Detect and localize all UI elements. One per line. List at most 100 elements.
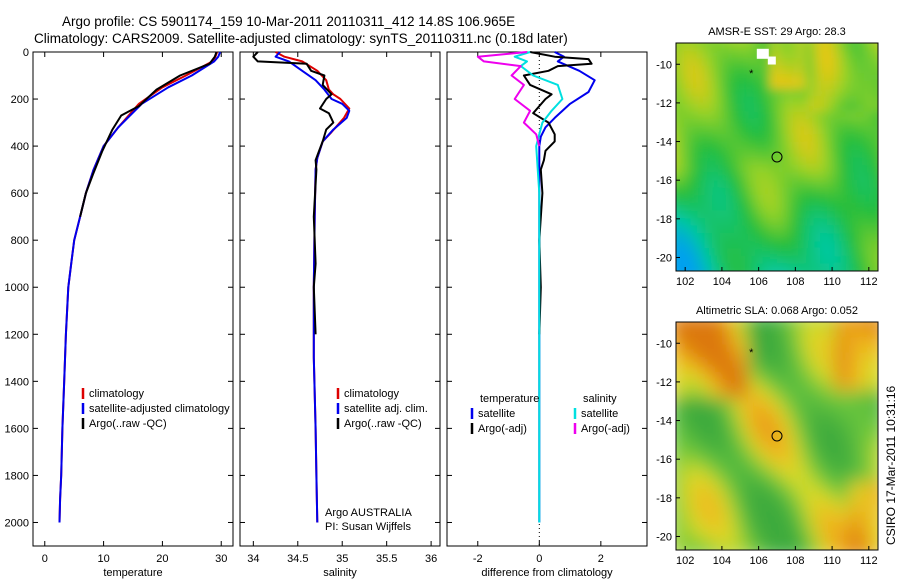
map-cell [798, 225, 807, 234]
map-cell [683, 65, 692, 75]
map-cell [791, 88, 800, 98]
map-cell [784, 534, 793, 544]
map-cell [734, 271, 742, 280]
map-cell [849, 405, 858, 415]
map-cell [863, 451, 872, 460]
map-cell [784, 88, 793, 98]
map-cell [740, 534, 750, 544]
map-cell [719, 436, 728, 445]
map-cell [740, 43, 750, 52]
map-cell [805, 382, 815, 392]
map-cell [863, 527, 872, 536]
map-cell [712, 73, 721, 82]
map-cell [777, 550, 785, 559]
map-cell [769, 420, 778, 430]
map-cell [762, 263, 771, 271]
map-cell [798, 420, 807, 430]
map-cell [683, 50, 692, 60]
map-cell [726, 360, 735, 369]
map-cell [762, 255, 771, 265]
map-cell [762, 217, 771, 227]
map-cell [704, 382, 714, 392]
map-cell [798, 344, 807, 354]
map-cell [798, 382, 807, 392]
map-cell [856, 390, 865, 399]
map-cell [777, 233, 786, 242]
map-cell [849, 179, 858, 189]
map-cell [740, 436, 750, 445]
map-cell [849, 375, 858, 384]
map-cell [697, 367, 706, 377]
map-cell [841, 405, 851, 415]
map-cell [834, 134, 843, 143]
map-cell [697, 73, 706, 82]
map-cell [676, 443, 685, 453]
map-cell [719, 466, 728, 475]
map-cell [777, 217, 786, 227]
map-cell [676, 255, 685, 265]
map-cell [849, 367, 858, 377]
map-cell [769, 96, 778, 105]
map-cell [878, 256, 886, 265]
map-cell [712, 534, 721, 544]
y-tick-label: -10 [656, 338, 672, 350]
map-cell [834, 481, 843, 491]
map-cell [863, 141, 872, 151]
map-cell [856, 367, 865, 377]
map-cell [762, 149, 771, 158]
map-cell [712, 210, 721, 219]
map-cell [777, 255, 786, 265]
map-cell [755, 255, 764, 265]
map-cell [740, 195, 750, 204]
map-cell [733, 481, 742, 491]
map-cell [719, 512, 728, 521]
map-cell [762, 73, 771, 82]
map-cell [834, 504, 843, 513]
map-cell [690, 134, 699, 143]
map-cell [856, 382, 865, 392]
map-cell [704, 73, 714, 82]
map-cell [827, 96, 836, 105]
map-cell [719, 496, 728, 506]
map-cell [769, 329, 778, 339]
map-cell [769, 360, 778, 369]
map-cell [726, 344, 735, 354]
map-cell [849, 344, 858, 354]
map-cell [791, 255, 800, 265]
map-frame [675, 321, 879, 551]
map-cell [784, 405, 793, 415]
map-cell [697, 126, 706, 136]
map-cell [863, 255, 872, 265]
map-cell [813, 512, 822, 521]
map-cell [748, 233, 757, 242]
map-cell [676, 344, 685, 354]
map-cell [863, 481, 872, 491]
map-cell [849, 88, 858, 98]
map-cell [827, 436, 836, 445]
map-cell [762, 322, 771, 331]
map-cell [755, 225, 764, 234]
map-cell [733, 119, 742, 128]
map-cell [740, 73, 750, 82]
map-cell [878, 550, 886, 559]
map-cell [719, 103, 728, 113]
map-cell [740, 375, 750, 384]
map-cell [791, 405, 800, 415]
map-cell [870, 420, 878, 430]
x-tick-label: 112 [860, 276, 878, 288]
map-cell [704, 172, 714, 181]
map-cell [834, 329, 843, 339]
y-tick-label: 1200 [5, 329, 29, 341]
map-cell [733, 65, 742, 75]
map-cell [733, 50, 742, 60]
map-cell [820, 458, 829, 468]
map-cell [690, 96, 699, 105]
x-tick-label: 36 [425, 553, 437, 565]
map-cell [805, 519, 815, 529]
map-cell [690, 496, 699, 506]
map-cell [841, 534, 851, 544]
legend-entry: satellite adj. clim. [344, 403, 428, 415]
map-cell [841, 157, 851, 166]
map-cell [755, 466, 764, 475]
